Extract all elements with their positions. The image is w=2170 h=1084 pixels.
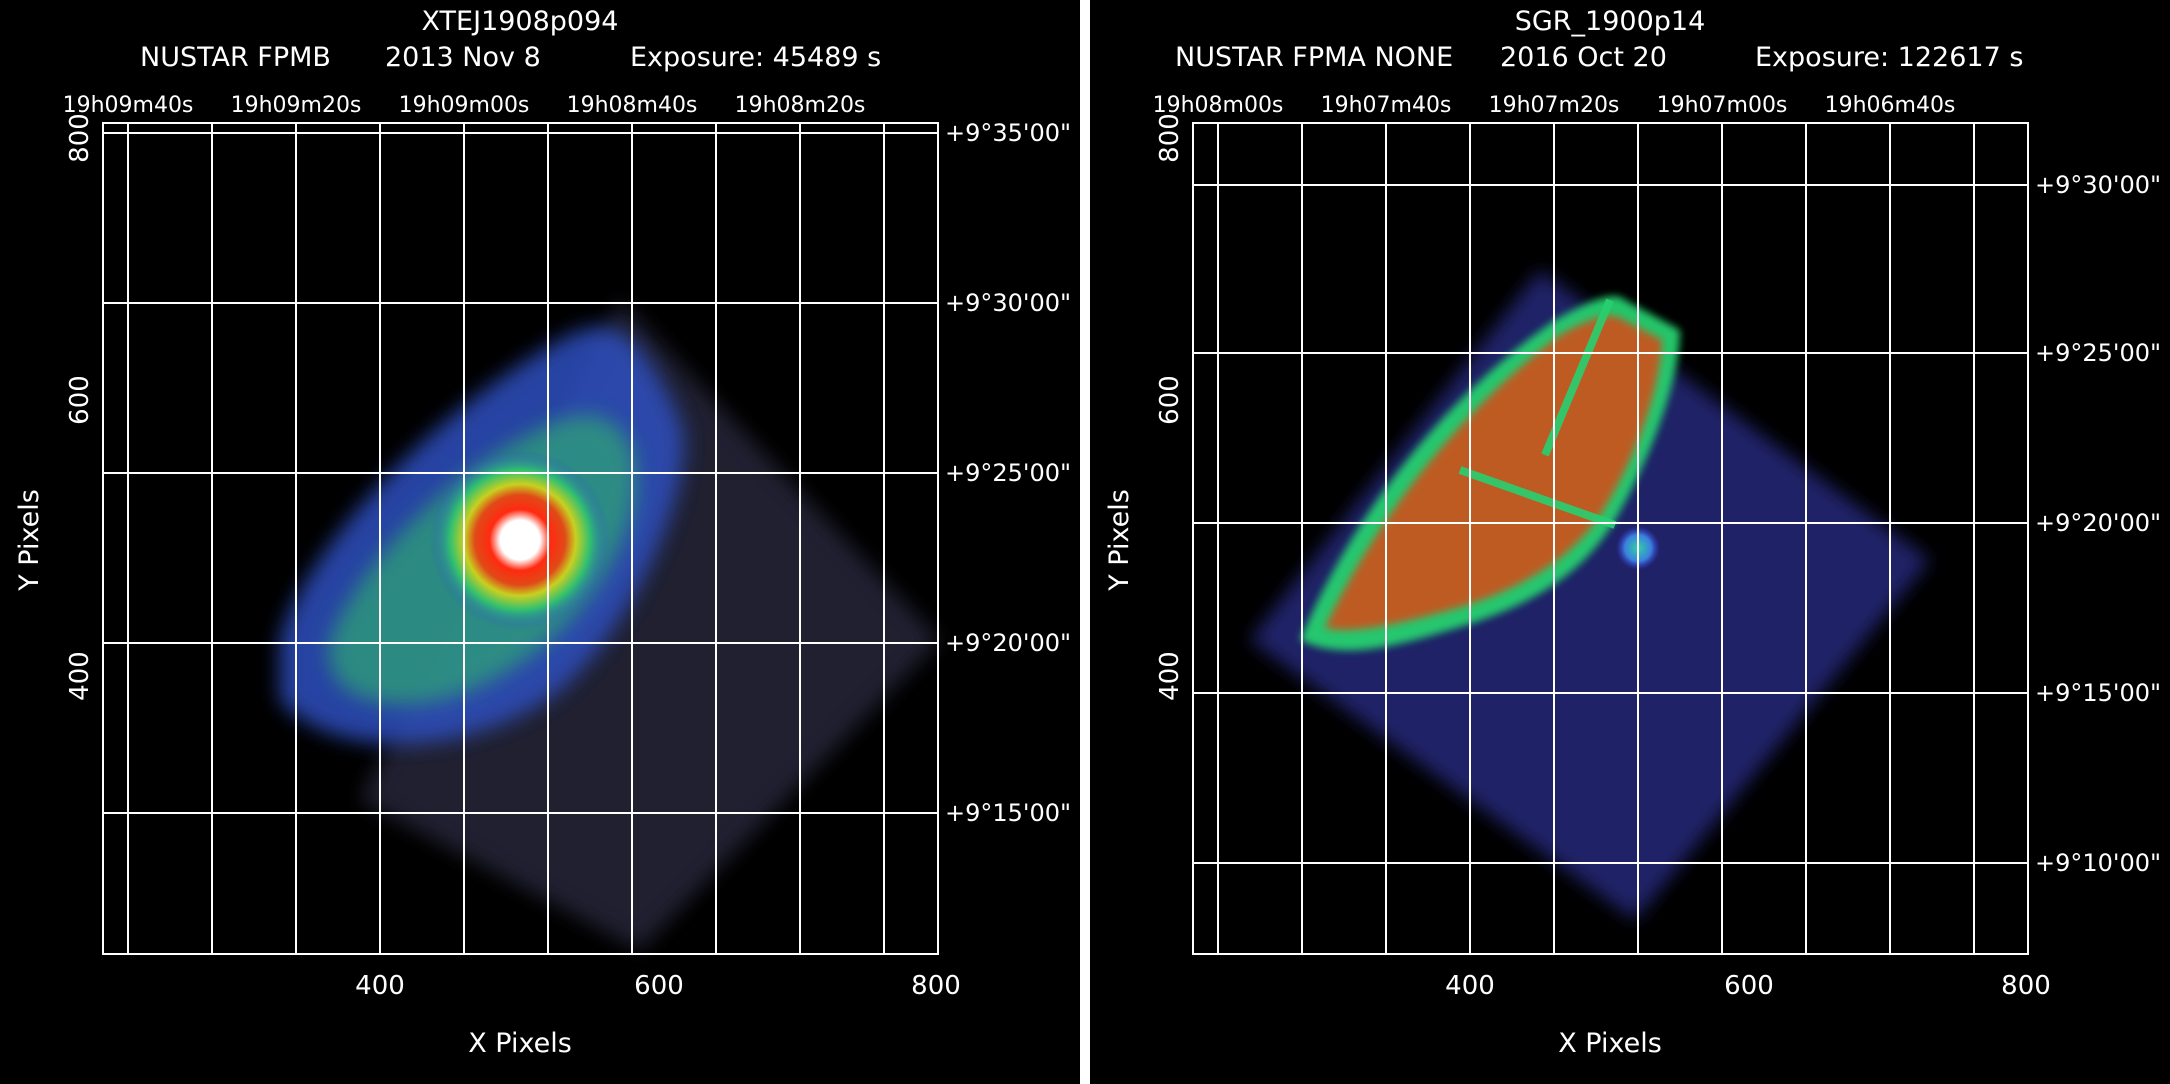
left-y-tick-label: 800	[65, 113, 95, 163]
left-y-tick-label: 600	[65, 375, 95, 425]
left-dec-tick-label: +9°25'00"	[945, 459, 1071, 487]
right-x-tick-label: 400	[1445, 971, 1495, 1001]
left-x-tick-label: 600	[634, 971, 684, 1001]
left-x-tick-label: 400	[355, 971, 405, 1001]
left-dec-grid	[103, 132, 938, 814]
right-date: 2016 Oct 20	[1500, 42, 1667, 73]
left-exposure: Exposure: 45489 s	[630, 42, 881, 73]
left-point-source	[430, 450, 610, 630]
left-instrument: NUSTAR FPMB	[140, 42, 331, 73]
right-dec-grid	[1193, 184, 2028, 864]
panel-divider	[1080, 0, 1090, 1084]
right-instrument: NUSTAR FPMA NONE	[1175, 42, 1453, 73]
left-ra-grid	[127, 123, 885, 954]
left-dec-tick-label: +9°15'00"	[945, 799, 1071, 827]
left-detector-faint	[360, 300, 940, 950]
right-plot: SGR_1900p14 NUSTAR FPMA NONE 2016 Oct 20…	[1104, 6, 2161, 1059]
right-ra-tick-label: 19h07m00s	[1657, 93, 1788, 118]
right-plot-frame	[1192, 122, 2029, 955]
right-crescent-core	[1325, 315, 1662, 630]
right-chip-gaps	[1458, 298, 1617, 529]
right-exposure: Exposure: 122617 s	[1755, 42, 2023, 73]
right-x-axis-label: X Pixels	[1558, 1028, 1662, 1059]
left-plot-frame	[102, 122, 939, 955]
left-y-tick-label: 400	[65, 651, 95, 701]
right-dec-tick-label: +9°15'00"	[2035, 679, 2161, 707]
left-x-tick-label: 800	[911, 971, 961, 1001]
right-dec-tick-label: +9°25'00"	[2035, 339, 2161, 367]
left-ra-tick-label: 19h09m40s	[63, 93, 194, 118]
left-dec-tick-label: +9°35'00"	[945, 119, 1071, 147]
left-date: 2013 Nov 8	[385, 42, 541, 73]
right-ra-tick-label: 19h08m00s	[1153, 93, 1284, 118]
right-y-axis-label: Y Pixels	[1104, 489, 1135, 592]
right-y-tick-label: 800	[1155, 113, 1185, 163]
left-ra-tick-label: 19h08m20s	[735, 93, 866, 118]
right-dec-tick-label: +9°20'00"	[2035, 509, 2161, 537]
left-ra-tick-label: 19h08m40s	[567, 93, 698, 118]
right-dec-tick-label: +9°10'00"	[2035, 849, 2161, 877]
left-object-title: XTEJ1908p094	[422, 6, 619, 37]
right-x-tick-label: 800	[2001, 971, 2051, 1001]
right-y-tick-label: 600	[1155, 375, 1185, 425]
left-ra-tick-label: 19h09m20s	[231, 93, 362, 118]
right-ra-tick-label: 19h06m40s	[1825, 93, 1956, 118]
left-x-axis-label: X Pixels	[468, 1028, 572, 1059]
right-dec-tick-label: +9°30'00"	[2035, 171, 2161, 199]
right-image-panel: SGR_1900p14 NUSTAR FPMA NONE 2016 Oct 20…	[1090, 0, 2170, 1084]
left-y-axis-label: Y Pixels	[14, 489, 45, 592]
right-x-tick-label: 600	[1724, 971, 1774, 1001]
left-plot: XTEJ1908p094 NUSTAR FPMB 2013 Nov 8 Expo…	[14, 6, 1071, 1059]
left-dec-tick-label: +9°30'00"	[945, 289, 1071, 317]
left-dec-tick-label: +9°20'00"	[945, 629, 1071, 657]
right-ra-tick-label: 19h07m40s	[1321, 93, 1452, 118]
right-detector-faint	[1250, 270, 1930, 920]
left-ra-tick-label: 19h09m00s	[399, 93, 530, 118]
left-image-panel: XTEJ1908p094 NUSTAR FPMB 2013 Nov 8 Expo…	[0, 0, 1080, 1084]
right-object-title: SGR_1900p14	[1515, 6, 1706, 37]
right-ra-grid	[1217, 123, 1975, 954]
right-y-tick-label: 400	[1155, 651, 1185, 701]
right-ra-tick-label: 19h07m20s	[1489, 93, 1620, 118]
